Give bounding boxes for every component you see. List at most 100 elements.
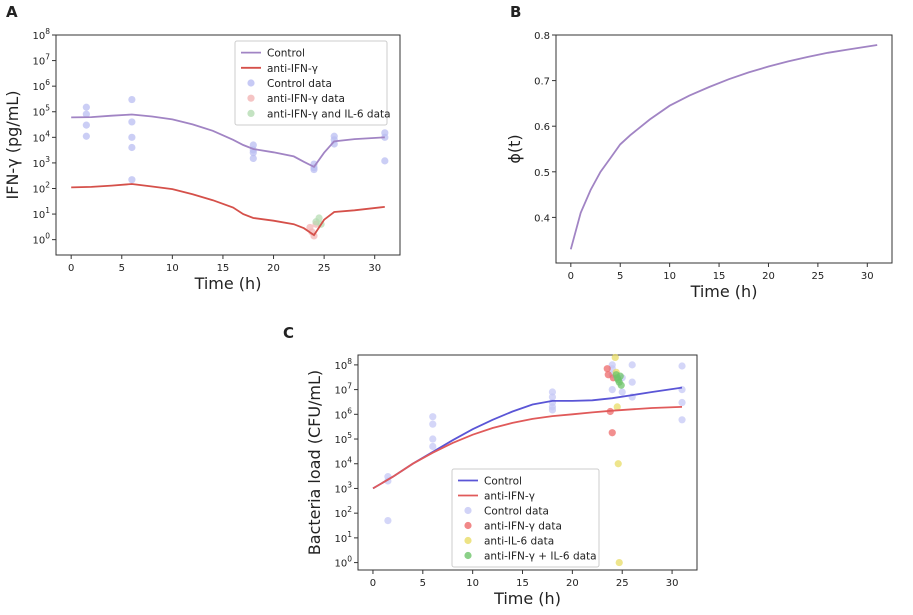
y-tick-label: 107 (334, 382, 352, 397)
legend-frame (234, 40, 388, 126)
data-point-control-data (381, 133, 389, 141)
x-tick-label: 15 (516, 578, 529, 589)
panel-label: C (283, 324, 294, 342)
y-tick-label: 102 (32, 180, 50, 195)
data-point-control-data (548, 388, 557, 396)
x-tick-label: 0 (568, 271, 574, 282)
y-tick-label: 0.7 (534, 77, 550, 88)
panel-b: B 0 5 10 15 20 25 30 0.4 0.5 0.6 0.7 0.8 Time (h) ϕ(t) (505, 3, 893, 301)
data-point-control-data (249, 154, 257, 163)
panel-a: A 0 5 10 15 20 25 30 100 101 102 103 104 105 106 107 108… (3, 3, 401, 293)
x-tick-label: 30 (368, 263, 381, 274)
y-tick-label: 107 (32, 53, 50, 68)
legend-swatch-anti-ifn-and-il-6-data (247, 109, 255, 117)
data-point-control-data (128, 118, 136, 126)
x-tick-label: 15 (217, 263, 230, 274)
x-tick-label: 10 (166, 263, 179, 274)
x-tick-label: 5 (420, 578, 426, 589)
x-tick-label: 0 (370, 578, 376, 589)
x-tick-label: 10 (466, 578, 479, 589)
y-tick-label: 100 (334, 555, 352, 570)
series-line-anti-ifn (372, 406, 683, 490)
x-axis-label: Time (h) (493, 589, 561, 608)
data-point-control-data (128, 95, 136, 104)
data-point-control-data (82, 103, 90, 111)
legend-label-anti-ifn: anti-IFN-γ (267, 63, 318, 75)
y-tick-label: 106 (334, 406, 352, 421)
x-axis-label: Time (h) (194, 274, 262, 293)
y-tick-label: 101 (32, 206, 50, 221)
x-tick-label: 10 (663, 271, 676, 282)
y-tick-label: 105 (32, 104, 50, 119)
y-tick-label: 100 (32, 232, 50, 247)
x-tick-label: 20 (762, 271, 775, 282)
data-point-control-data (548, 406, 557, 414)
legend-swatch-anti-il-6-data (464, 536, 472, 545)
legend-label-anti-ifn: anti-IFN-γ (484, 491, 535, 503)
legend: Control anti-IFN-γ Control data anti-IFN-γ … (451, 468, 600, 568)
y-tick-label: 0.4 (534, 213, 550, 224)
x-tick-label: 20 (267, 263, 280, 274)
legend-label-anti-il-6-data: anti-IL-6 data (484, 536, 554, 548)
y-tick-label: 0.8 (534, 31, 550, 42)
data-point-control-data (249, 141, 257, 149)
x-tick-label: 25 (318, 263, 331, 274)
legend-label-anti-ifn-il-6-data: anti-IFN-γ + IL-6 data (484, 551, 597, 563)
legend-label-anti-ifn-and-il-6-data: anti-IFN-γ and IL-6 data (267, 108, 391, 120)
legend: Control anti-IFN-γ Control data anti-IFN-γ … (234, 40, 391, 126)
x-tick-label: 5 (617, 271, 623, 282)
y-tick-label: 108 (334, 357, 352, 372)
data-point-control-data (82, 121, 90, 129)
data-point-control-data (249, 149, 257, 157)
data-point-control-data (128, 176, 136, 184)
data-point-anti-ifn-data (603, 365, 611, 373)
panel-label: B (510, 3, 521, 21)
data-point-anti-il-6-data (613, 403, 621, 411)
x-tick-label: 30 (666, 578, 679, 589)
x-tick-label: 20 (566, 578, 579, 589)
series-line-control (71, 113, 385, 169)
legend-swatch-control-data (247, 79, 255, 87)
data-point-control-data (128, 143, 136, 152)
y-tick-label: 104 (334, 456, 352, 471)
y-tick-label: 101 (334, 530, 352, 545)
x-tick-label: 25 (616, 578, 629, 589)
legend-label-control: Control (484, 476, 522, 488)
data-point-control-data (82, 110, 90, 118)
data-point-control-data (608, 385, 616, 394)
legend-label-control: Control (267, 48, 305, 60)
data-point-control-data (678, 362, 686, 370)
legend-label-anti-ifn-data: anti-IFN-γ data (267, 93, 345, 105)
y-tick-label: 105 (334, 431, 352, 446)
legend-swatch-anti-ifn-data (247, 94, 255, 102)
legend-frame (451, 468, 600, 568)
data-point-anti-il-6-data (614, 460, 622, 468)
y-tick-label: 108 (32, 27, 50, 42)
y-axis-label: IFN-γ (pg/mL) (3, 91, 22, 200)
x-tick-label: 25 (812, 271, 825, 282)
panel-label: A (6, 3, 18, 21)
data-point-control-data (429, 420, 437, 428)
data-point-control-data (548, 393, 557, 401)
data-point-control-data (82, 132, 90, 140)
data-point-anti-ifn-il-6-data (616, 372, 624, 380)
data-point-control-data (678, 398, 686, 407)
data-point-control-data (678, 416, 686, 424)
data-point-anti-il-6-data (611, 353, 619, 362)
axes-frame (357, 354, 698, 571)
data-point-control-data (384, 517, 392, 525)
y-tick-label: 104 (32, 129, 50, 144)
data-point-control-data (128, 133, 136, 141)
legend-label-control-data: Control data (267, 78, 332, 90)
data-point-control-data (628, 378, 636, 386)
panel-c: C 0 5 10 15 20 25 30 100 101 102 103 104 105 106 107 108… (283, 324, 698, 608)
data-point-control-data (628, 361, 636, 369)
data-point-control-data (429, 435, 437, 443)
data-point-anti-ifn-and-il-6-data (315, 214, 323, 222)
series-line-anti-ifn (71, 183, 385, 237)
y-tick-label: 103 (334, 480, 352, 495)
y-tick-label: 0.6 (534, 122, 550, 133)
y-tick-label: 103 (32, 155, 50, 170)
x-tick-label: 5 (119, 263, 125, 274)
